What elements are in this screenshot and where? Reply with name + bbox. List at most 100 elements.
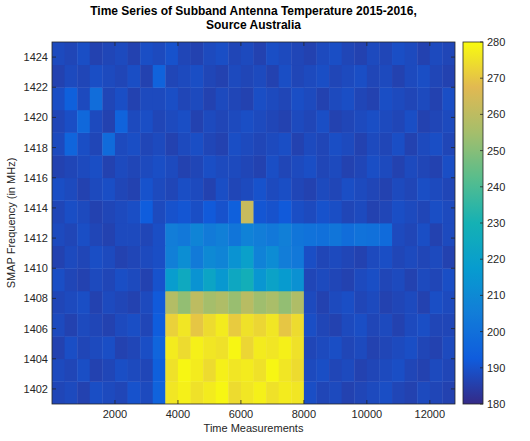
heatmap-cell [90, 42, 103, 65]
heatmap-cell [316, 87, 329, 110]
y-tick [52, 328, 56, 329]
heatmap-cell [354, 110, 367, 133]
heatmap-cell [191, 359, 204, 382]
heatmap-cell [165, 155, 178, 178]
colorbar-tick-label: 280 [487, 36, 505, 48]
heatmap-cell [266, 291, 279, 314]
heatmap-cell [342, 381, 355, 404]
x-tick-label: 4000 [166, 408, 190, 420]
heatmap-cell [65, 110, 78, 133]
heatmap-cell [417, 65, 430, 88]
heatmap-cell [203, 155, 216, 178]
heatmap-cell [316, 246, 329, 269]
heatmap-cell [140, 359, 153, 382]
heatmap-cell [430, 291, 443, 314]
heatmap-cell [228, 246, 241, 269]
heatmap-cell [266, 336, 279, 359]
heatmap-cell [115, 110, 128, 133]
heatmap-cell [417, 336, 430, 359]
heatmap-cell [203, 87, 216, 110]
heatmap-cell [102, 336, 115, 359]
heatmap-cell [65, 381, 78, 404]
heatmap-cell [153, 110, 166, 133]
heatmap-cell [392, 223, 405, 246]
heatmap-cell [178, 178, 191, 201]
heatmap-cell [65, 87, 78, 110]
heatmap-cell [216, 246, 229, 269]
heatmap-cell [379, 359, 392, 382]
heatmap-cell [102, 381, 115, 404]
heatmap-cell [52, 314, 65, 337]
heatmap-cell [266, 155, 279, 178]
heatmap-cell [254, 42, 267, 65]
heatmap-cell [102, 110, 115, 133]
heatmap-cell [228, 359, 241, 382]
heatmap-cell [254, 155, 267, 178]
y-tick [52, 57, 56, 58]
heatmap-cell [279, 65, 292, 88]
heatmap-cell [216, 133, 229, 156]
heatmap-cell [153, 336, 166, 359]
heatmap-cell [379, 65, 392, 88]
heatmap-cell [266, 65, 279, 88]
heatmap-cell [279, 223, 292, 246]
colorbar-tick [480, 295, 483, 296]
x-tick-label: 2000 [103, 408, 127, 420]
heatmap-cell [329, 268, 342, 291]
heatmap-cell [216, 155, 229, 178]
heatmap-cell [266, 381, 279, 404]
heatmap-cell [216, 336, 229, 359]
heatmap-cell [379, 268, 392, 291]
heatmap-cell [354, 381, 367, 404]
heatmap-cell [279, 200, 292, 223]
heatmap-cell [191, 336, 204, 359]
heatmap-cell [442, 155, 455, 178]
heatmap-cell [102, 268, 115, 291]
heatmap-cell [392, 65, 405, 88]
x-tick [303, 42, 304, 46]
heatmap-cell [178, 246, 191, 269]
heatmap-cell [140, 200, 153, 223]
heatmap-cell [191, 314, 204, 337]
heatmap-cell [291, 381, 304, 404]
heatmap-cell [165, 87, 178, 110]
heatmap-cell [354, 246, 367, 269]
heatmap-cell [115, 268, 128, 291]
heatmap-cell [228, 314, 241, 337]
heatmap-cell [203, 178, 216, 201]
heatmap-cell [165, 268, 178, 291]
heatmap-cell [203, 133, 216, 156]
heatmap-cell [430, 359, 443, 382]
colorbar-tick-label: 260 [487, 108, 505, 120]
heatmap-cell [115, 133, 128, 156]
heatmap-cell [342, 87, 355, 110]
heatmap-cell [191, 223, 204, 246]
heatmap-cell [430, 42, 443, 65]
heatmap-cell [430, 65, 443, 88]
heatmap-cell [442, 110, 455, 133]
heatmap-cell [405, 155, 418, 178]
heatmap-cell [342, 200, 355, 223]
heatmap-cell [367, 291, 380, 314]
y-tick [451, 207, 455, 208]
heatmap-cell [241, 110, 254, 133]
heatmap-cell [52, 65, 65, 88]
heatmap-cell [405, 110, 418, 133]
heatmap-cell [90, 314, 103, 337]
heatmap-cell [140, 314, 153, 337]
x-tick [114, 42, 115, 46]
heatmap-cell [52, 223, 65, 246]
heatmap-cell [316, 200, 329, 223]
heatmap-cell [417, 133, 430, 156]
heatmap-cell [417, 87, 430, 110]
x-tick [177, 42, 178, 46]
colorbar-tick [480, 223, 483, 224]
heatmap-cell [191, 200, 204, 223]
heatmap-cell [77, 178, 90, 201]
heatmap-cell [442, 42, 455, 65]
heatmap-cell [191, 246, 204, 269]
heatmap-cell [379, 133, 392, 156]
heatmap-cell [241, 200, 254, 223]
heatmap-cell [77, 200, 90, 223]
heatmap-cell [90, 223, 103, 246]
